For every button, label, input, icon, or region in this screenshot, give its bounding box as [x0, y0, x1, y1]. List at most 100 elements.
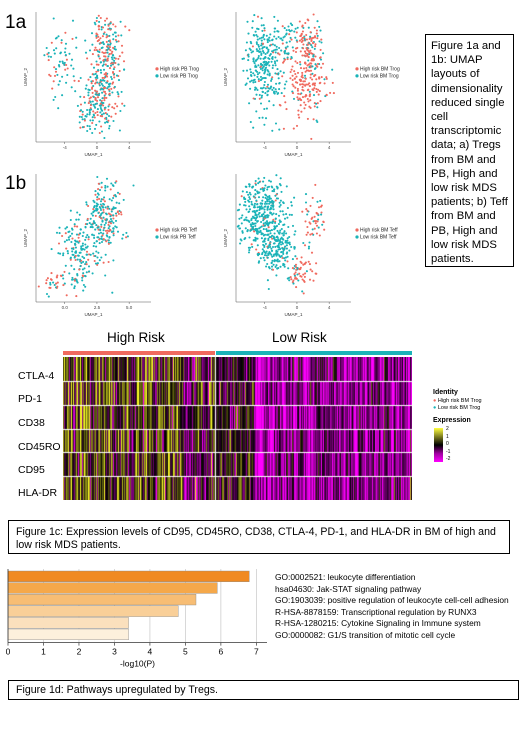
- umap-point: [262, 61, 266, 64]
- umap-point: [48, 286, 51, 289]
- umap-point: [309, 69, 313, 72]
- umap-point: [262, 188, 265, 191]
- umap-point: [315, 272, 318, 275]
- umap-point: [70, 240, 73, 244]
- umap-point: [100, 130, 104, 133]
- umap-point: [244, 198, 247, 201]
- chart-x-tick: 2: [77, 647, 82, 657]
- umap-point: [268, 74, 271, 77]
- umap-point: [65, 226, 69, 229]
- umap-point: [84, 275, 87, 278]
- umap-point: [37, 285, 40, 288]
- gene-label: CD38: [18, 417, 45, 429]
- umap-point: [257, 254, 260, 257]
- umap-point: [89, 104, 92, 107]
- umap-point: [95, 205, 98, 208]
- umap-point: [97, 35, 100, 38]
- umap-point: [88, 125, 91, 128]
- umap-point: [73, 287, 76, 290]
- umap-point: [279, 203, 282, 207]
- umap-point: [71, 253, 74, 256]
- umap-point: [305, 66, 308, 70]
- umap-point: [306, 89, 309, 92]
- chart-x-tick: 5: [183, 647, 188, 657]
- umap-point: [318, 77, 321, 80]
- umap-point: [71, 237, 74, 240]
- umap-point: [117, 34, 120, 37]
- group-bar-high: [63, 351, 215, 355]
- umap-point: [122, 60, 126, 63]
- umap-point: [97, 228, 100, 231]
- umap-point: [299, 35, 302, 38]
- umap-point: [272, 49, 275, 52]
- umap-point: [68, 52, 71, 55]
- umap-point: [244, 204, 247, 207]
- umap-point: [121, 237, 124, 240]
- umap-point: [256, 49, 259, 53]
- umap-point: [277, 244, 280, 247]
- umap-point: [320, 211, 323, 214]
- umap-point: [284, 259, 287, 262]
- umap-point: [310, 251, 314, 254]
- umap-point: [262, 222, 265, 225]
- umap-point: [279, 177, 282, 180]
- umap-point: [284, 256, 287, 259]
- umap-point: [97, 251, 100, 254]
- umap-point: [90, 82, 93, 85]
- umap-point: [95, 102, 98, 105]
- umap-point: [275, 249, 278, 252]
- panel-label-1a: 1a: [5, 12, 27, 33]
- umap-point: [308, 241, 311, 244]
- umap-point: [103, 226, 106, 229]
- umap-point: [272, 208, 275, 211]
- umap-point: [106, 64, 109, 68]
- umap-point: [307, 247, 310, 250]
- umap-point: [101, 109, 104, 112]
- umap-point: [253, 211, 256, 214]
- umap-point: [261, 116, 264, 119]
- umap-legend-label: Low risk BM Trog: [360, 74, 399, 80]
- umap-point: [249, 87, 252, 90]
- umap-point: [273, 232, 276, 235]
- umap-point: [263, 38, 266, 41]
- umap-point: [69, 256, 72, 259]
- umap-point: [94, 228, 97, 231]
- umap-point: [286, 45, 289, 48]
- umap-point: [78, 115, 81, 118]
- umap-point: [299, 60, 302, 64]
- umap-point: [270, 253, 273, 256]
- umap-point: [306, 213, 309, 216]
- umap-point: [273, 60, 276, 63]
- umap-point: [272, 86, 275, 89]
- umap-point: [104, 112, 107, 115]
- umap-point: [313, 220, 316, 223]
- umap-point: [316, 120, 319, 124]
- umap-point: [85, 84, 88, 87]
- gene-label: PD-1: [18, 393, 42, 405]
- umap-point: [258, 208, 261, 212]
- umap-point: [104, 51, 107, 54]
- umap-point: [256, 35, 259, 38]
- umap-point: [85, 271, 88, 274]
- umap-point: [314, 222, 317, 225]
- umap-point: [132, 184, 135, 187]
- umap-point: [307, 59, 310, 62]
- umap-point: [266, 262, 269, 266]
- umap-point: [271, 259, 274, 262]
- umap-point: [295, 257, 299, 260]
- umap-point: [268, 64, 271, 67]
- umap-point: [257, 261, 260, 264]
- umap-point: [297, 279, 300, 282]
- umap-point: [101, 26, 105, 29]
- umap-point: [288, 213, 291, 216]
- umap-point: [290, 56, 293, 60]
- umap-point: [315, 102, 318, 105]
- umap-point: [248, 236, 251, 239]
- umap-point: [107, 239, 110, 242]
- umap-point: [286, 277, 289, 280]
- umap-point: [87, 238, 90, 241]
- umap-point: [84, 115, 87, 118]
- umap-point: [108, 27, 111, 30]
- umap-point: [99, 99, 102, 102]
- umap-point: [268, 195, 271, 198]
